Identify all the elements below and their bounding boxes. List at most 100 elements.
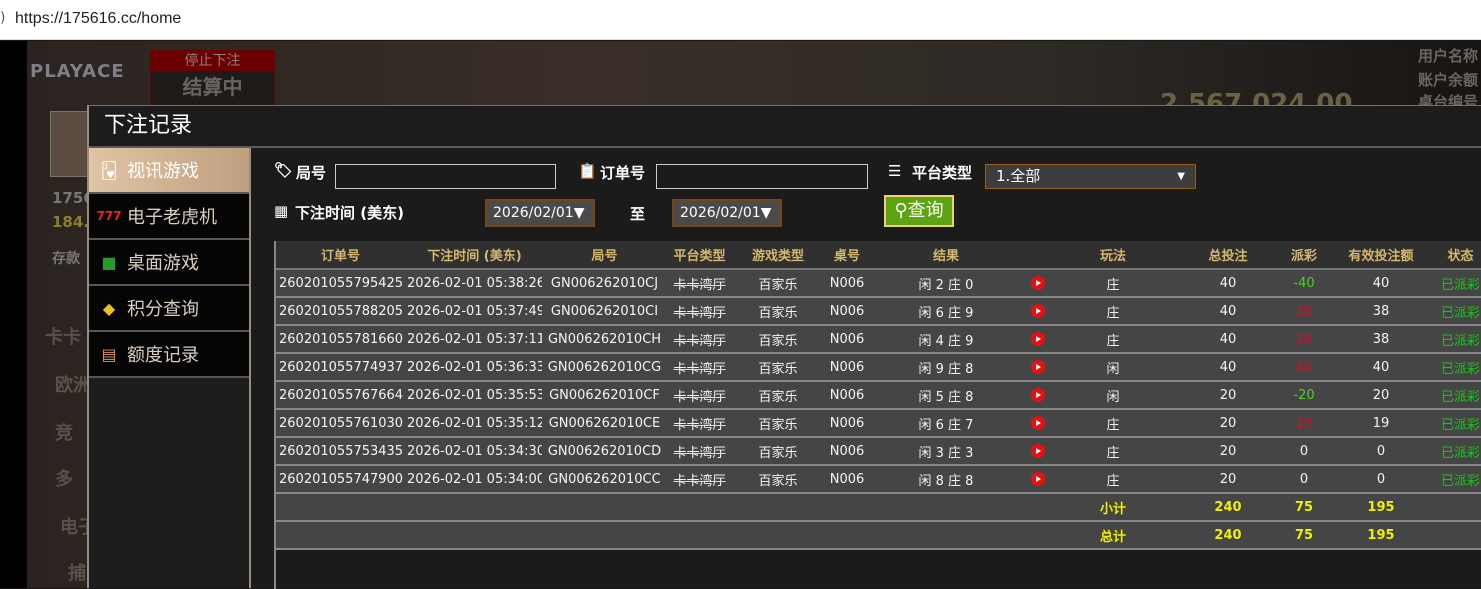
result-cell: 闲 2 庄 0 bbox=[870, 269, 1022, 298]
payout-cell: -40 bbox=[1284, 269, 1324, 298]
result-cell: 闲 9 庄 8 bbox=[870, 353, 1022, 382]
round-input[interactable] bbox=[335, 164, 556, 189]
table-game-icon: ■ bbox=[101, 252, 117, 272]
platform-cell: 卡卡湾厅 bbox=[667, 381, 732, 410]
valid-bet-cell: 40 bbox=[1324, 353, 1438, 382]
table-row: 260201055781660 2026-02-01 05:37:11 GN0062… bbox=[274, 325, 1481, 354]
game-type-cell: 百家乐 bbox=[732, 465, 824, 494]
date-from-value: 2026/02/01 bbox=[493, 205, 574, 221]
game-type-cell: 百家乐 bbox=[732, 297, 824, 326]
play-icon[interactable] bbox=[1031, 416, 1045, 430]
menu-item-points[interactable]: ◆ 积分查询 bbox=[89, 286, 249, 332]
valid-bet-cell: 40 bbox=[1324, 269, 1438, 298]
play-icon[interactable] bbox=[1031, 388, 1045, 402]
replay-button[interactable] bbox=[1022, 465, 1054, 494]
grand-total-row-valid-bet: 195 bbox=[1324, 521, 1438, 550]
empty-cell bbox=[1022, 493, 1054, 522]
platform-label: 平台类型 bbox=[912, 164, 973, 182]
result-cell: 闲 6 庄 7 bbox=[870, 409, 1022, 438]
chevron-down-icon: ▼ bbox=[760, 205, 772, 221]
column-header: 总投注 bbox=[1172, 241, 1284, 270]
empty-cell bbox=[274, 521, 407, 550]
side-item: 竞 bbox=[55, 423, 73, 444]
bet-type-cell: 闲 bbox=[1054, 353, 1172, 382]
result-cell: 闲 8 庄 8 bbox=[870, 465, 1022, 494]
column-header: 状态 bbox=[1438, 241, 1481, 270]
page-info-icon[interactable]: ) bbox=[0, 10, 6, 26]
game-type-cell: 百家乐 bbox=[732, 437, 824, 466]
menu-label: 积分查询 bbox=[127, 299, 199, 320]
empty-cell bbox=[407, 521, 542, 550]
play-icon[interactable] bbox=[1031, 276, 1045, 290]
empty-cell bbox=[274, 493, 407, 522]
replay-button[interactable] bbox=[1022, 269, 1054, 298]
menu-label: 额度记录 bbox=[127, 345, 199, 366]
table-row: 260201055774937 2026-02-01 05:36:33 GN0062… bbox=[274, 353, 1481, 382]
payout-cell: 0 bbox=[1284, 465, 1324, 494]
date-from-select[interactable]: 2026/02/01▼ bbox=[485, 199, 595, 227]
url-text[interactable]: https://175616.cc/home bbox=[15, 10, 182, 27]
valid-bet-cell: 19 bbox=[1324, 409, 1438, 438]
replay-button[interactable] bbox=[1022, 353, 1054, 382]
play-icon[interactable] bbox=[1031, 304, 1045, 318]
replay-button[interactable] bbox=[1022, 381, 1054, 410]
document-icon: ▤ bbox=[101, 344, 117, 364]
platform-cell: 卡卡湾厅 bbox=[667, 325, 732, 354]
bet-type-cell: 庄 bbox=[1054, 325, 1172, 354]
valid-bet-cell: 38 bbox=[1324, 297, 1438, 326]
platform-cell: 卡卡湾厅 bbox=[667, 437, 732, 466]
menu-item-credit-record[interactable]: ▤ 额度记录 bbox=[89, 332, 249, 378]
playing-cards-icon: 🂻 bbox=[100, 160, 118, 180]
order-no-cell: 260201055747900 bbox=[274, 465, 407, 494]
table-header: 订单号 下注时间 (美东) 局号 平台类型 游戏类型 桌号 结果 玩法 总投注 派彩 有效投注额 状态 bbox=[274, 241, 1481, 270]
subtotal-row-label: 小计 bbox=[1054, 493, 1172, 522]
bet-records-table: 订单号 下注时间 (美东) 局号 平台类型 游戏类型 桌号 结果 玩法 总投注 派彩 有效投注额 状态… bbox=[274, 241, 1481, 550]
replay-button[interactable] bbox=[1022, 297, 1054, 326]
bet-type-cell: 庄 bbox=[1054, 437, 1172, 466]
menu-label: 桌面游戏 bbox=[127, 253, 199, 274]
play-icon[interactable] bbox=[1031, 444, 1045, 458]
date-to-select[interactable]: 2026/02/01▼ bbox=[672, 199, 782, 227]
platform-value: 1.全部 bbox=[996, 167, 1041, 185]
status-cell: 已派彩 bbox=[1438, 269, 1481, 298]
replay-button[interactable] bbox=[1022, 409, 1054, 438]
menu-item-table-games[interactable]: ■ 桌面游戏 bbox=[89, 240, 249, 286]
total-bet-cell: 20 bbox=[1172, 381, 1284, 410]
replay-button[interactable] bbox=[1022, 325, 1054, 354]
status-cell: 已派彩 bbox=[1438, 325, 1481, 354]
column-header: 订单号 bbox=[274, 241, 407, 270]
grand-total-row-label: 总计 bbox=[1054, 521, 1172, 550]
slot-777-icon: 777 bbox=[96, 209, 122, 223]
platform-cell: 卡卡湾厅 bbox=[667, 353, 732, 382]
game-type-cell: 百家乐 bbox=[732, 269, 824, 298]
play-icon[interactable] bbox=[1031, 332, 1045, 346]
platform-cell: 卡卡湾厅 bbox=[667, 297, 732, 326]
result-cell: 闲 5 庄 8 bbox=[870, 381, 1022, 410]
bet-time-cell: 2026-02-01 05:35:53 bbox=[407, 381, 542, 410]
total-bet-cell: 20 bbox=[1172, 409, 1284, 438]
empty-cell bbox=[667, 493, 732, 522]
browser-address-bar[interactable]: ) https://175616.cc/home bbox=[0, 0, 1481, 40]
account-balance-label: 账户余额 bbox=[1418, 71, 1479, 89]
platform-select[interactable]: 1.全部 ▼ bbox=[985, 164, 1196, 189]
play-icon[interactable] bbox=[1031, 472, 1045, 486]
bet-record-modal: 下注记录 🂻 视讯游戏 777 电子老虎机 ■ 桌面游戏 ◆ 积分查询 ▤ 额度记录 🏷 … bbox=[87, 105, 1481, 589]
replay-button[interactable] bbox=[1022, 437, 1054, 466]
order-no-cell: 260201055761030 bbox=[274, 409, 407, 438]
play-icon[interactable] bbox=[1031, 360, 1045, 374]
playace-logo: PLAYACE bbox=[30, 61, 125, 82]
chevron-down-icon: ▼ bbox=[573, 205, 585, 221]
status-cell: 已派彩 bbox=[1438, 297, 1481, 326]
search-icon: ⚲ bbox=[894, 200, 908, 221]
menu-item-slots[interactable]: 777 电子老虎机 bbox=[89, 194, 249, 240]
column-header: 桌号 bbox=[824, 241, 870, 270]
result-cell: 闲 4 庄 9 bbox=[870, 325, 1022, 354]
query-button[interactable]: ⚲查询 bbox=[884, 195, 954, 227]
menu-item-live-games[interactable]: 🂻 视讯游戏 bbox=[89, 148, 249, 194]
game-type-cell: 百家乐 bbox=[732, 353, 824, 382]
order-input[interactable] bbox=[656, 164, 868, 189]
table-row: 260201055747900 2026-02-01 05:34:00 GN0062… bbox=[274, 465, 1481, 494]
result-cell: 闲 6 庄 9 bbox=[870, 297, 1022, 326]
round-no-cell: GN006262010CE bbox=[542, 409, 667, 438]
table-no-label: 桌台编号 bbox=[1418, 93, 1479, 105]
